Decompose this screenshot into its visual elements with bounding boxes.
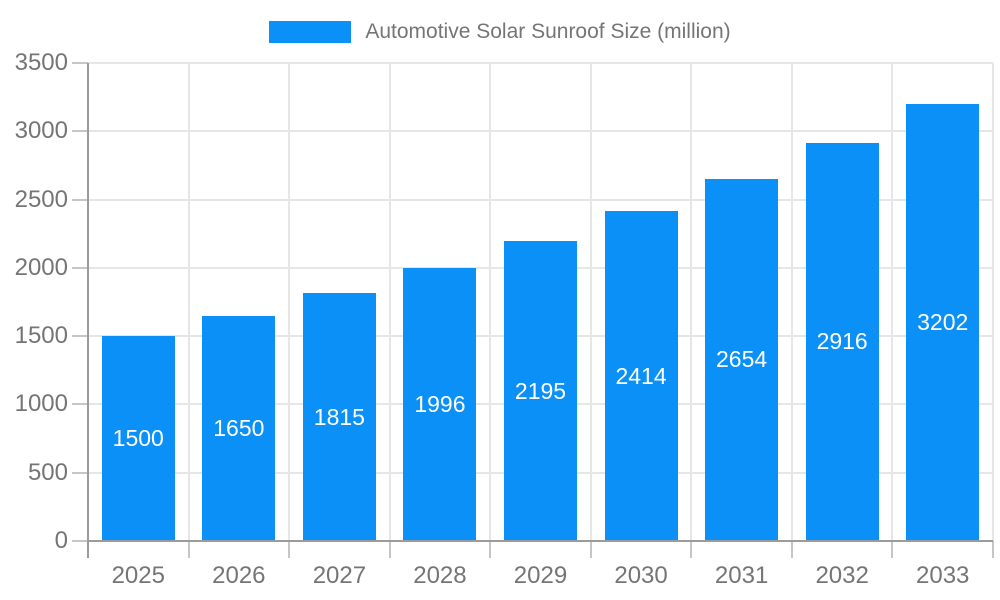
bar-value-label: 2414 — [615, 362, 667, 389]
gridline-vertical — [790, 63, 793, 541]
x-axis-tick-label: 2029 — [513, 562, 568, 589]
y-axis-tick — [72, 335, 88, 338]
x-axis-tick — [489, 541, 492, 558]
y-axis-tick — [72, 62, 88, 64]
bar-value-label: 1500 — [112, 425, 164, 452]
legend[interactable]: Automotive Solar Sunroof Size (million) — [0, 10, 1000, 54]
gridline-vertical — [992, 63, 994, 541]
y-axis-tick — [72, 266, 88, 269]
gridline-vertical — [288, 63, 291, 541]
x-axis-tick-label: 2028 — [413, 562, 467, 589]
gridline-vertical — [489, 63, 492, 541]
bar[interactable]: 2195 — [504, 241, 577, 541]
bar[interactable]: 3202 — [906, 103, 980, 541]
y-axis-tick — [72, 403, 88, 406]
x-axis-tick-label: 2025 — [111, 562, 165, 589]
y-axis-tick-label: 500 — [27, 458, 68, 486]
y-axis-tick-label: 2500 — [14, 185, 68, 213]
x-axis-tick — [388, 541, 391, 558]
gridline-vertical — [589, 63, 592, 541]
gridline-vertical — [690, 63, 693, 541]
y-axis-tick-label: 3000 — [14, 117, 68, 145]
y-axis-tick-label: 3500 — [14, 49, 68, 76]
x-axis-tick-label: 2033 — [916, 562, 970, 589]
bar-value-label: 1815 — [313, 403, 365, 430]
x-axis-tick — [790, 541, 793, 558]
x-axis-tick — [992, 541, 994, 558]
bar[interactable]: 1650 — [202, 315, 276, 541]
bar-value-label: 1650 — [213, 414, 265, 441]
x-axis-tick-label: 2027 — [312, 562, 367, 589]
gridline-vertical — [388, 63, 391, 541]
y-axis-tick-label: 2000 — [14, 253, 68, 281]
x-axis-line — [88, 540, 993, 542]
bar[interactable]: 1500 — [101, 336, 175, 541]
y-axis-tick-label: 0 — [54, 527, 68, 554]
bar[interactable]: 2916 — [805, 142, 879, 541]
x-axis-tick — [288, 541, 291, 558]
gridline-vertical — [187, 63, 190, 541]
y-axis-tick — [72, 198, 88, 201]
y-axis-tick — [72, 540, 88, 542]
x-axis-tick — [589, 541, 592, 558]
bar-value-label: 3202 — [917, 308, 969, 335]
x-axis-tick-label: 2030 — [614, 562, 668, 589]
gridline-horizontal — [88, 198, 993, 201]
legend-label: Automotive Solar Sunroof Size (million) — [365, 20, 731, 43]
y-axis-tick — [72, 471, 88, 474]
x-axis-tick — [690, 541, 693, 558]
x-axis-tick-label: 2026 — [212, 562, 266, 589]
x-axis-tick-label: 2031 — [714, 562, 769, 589]
bar[interactable]: 1996 — [403, 268, 477, 541]
bar-value-label: 2654 — [716, 346, 768, 373]
y-axis-tick — [72, 130, 88, 133]
y-axis-tick-label: 1500 — [14, 322, 68, 350]
legend-swatch — [269, 21, 352, 43]
x-axis-tick-label: 2032 — [815, 562, 869, 589]
x-axis-tick — [187, 541, 190, 558]
gridline-vertical — [891, 63, 894, 541]
bar[interactable]: 2414 — [604, 211, 678, 541]
bar[interactable]: 2654 — [705, 178, 779, 541]
bar-value-label: 1996 — [414, 391, 466, 418]
bar-value-label: 2195 — [514, 377, 567, 404]
x-axis-tick — [891, 541, 894, 558]
y-axis-tick-label: 1000 — [14, 390, 68, 418]
gridline-horizontal — [88, 62, 993, 64]
bar-value-label: 2916 — [816, 328, 868, 355]
bar[interactable]: 1815 — [302, 293, 376, 541]
gridline-horizontal — [88, 130, 993, 133]
y-axis-line — [87, 63, 89, 558]
